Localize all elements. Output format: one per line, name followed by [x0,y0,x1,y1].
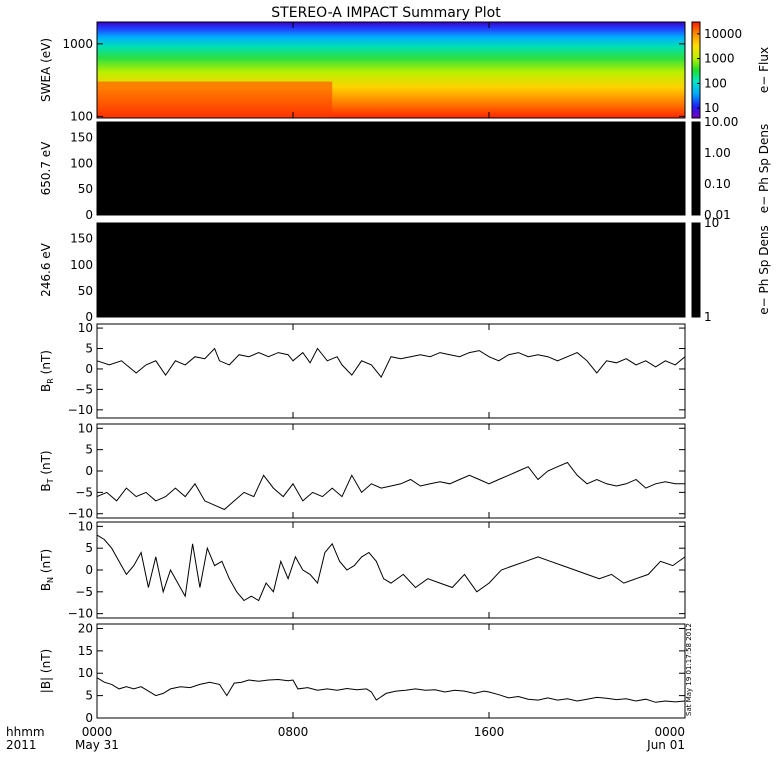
colorbar-tick-label: 10000 [704,27,742,41]
y-axis-label: 650.7 eV [39,141,53,196]
y-tick-label: 5 [85,541,93,555]
y-axis-label: SWEA (eV) [39,38,53,102]
colorbar-tick-label: 100 [704,76,727,90]
y-tick-label: 10 [78,321,93,335]
y-tick-label: 150 [70,232,93,246]
y-tick-label: 15 [78,644,93,658]
y-tick-label: 20 [78,621,93,635]
pad-spectrogram-pad_650 [97,122,685,215]
y-tick-label: −10 [68,507,93,521]
y-axis-label: BT (nT) [39,450,55,491]
x-tick-label: 0000 [654,725,685,739]
y-tick-label: −10 [68,403,93,417]
y-tick-label: 5 [85,689,93,703]
y-tick-label: 1000 [62,37,93,51]
panel-pad_246: 0 50 100 150 246.6 eV 1 10 e− Ph Sp Dens [39,216,771,324]
y-tick-label: −5 [75,485,93,499]
colorbar-label: e− Ph Sp Dens [757,124,771,213]
x-tick-label: 1600 [474,725,505,739]
panel-frame [96,323,686,419]
y-tick-label: 50 [78,182,93,196]
y-axis-label: 246.6 eV [39,242,53,297]
colorbar-tick-label: 0.01 [704,208,731,222]
x-tick-date-label: Jun 01 [646,738,685,752]
y-tick-label: −5 [75,585,93,599]
y-axis-label: |B| (nT) [39,649,53,693]
pad-spectrogram-pad_246 [97,223,685,317]
y-tick-label: −10 [68,607,93,621]
colorbar-tick-label: 1.00 [704,146,731,160]
panel-swea: 100 1000 SWEA (eV) 10 100 1000 10000 e− Flux [39,21,771,123]
x-tick-label: 0800 [278,725,309,739]
panel-frame [96,521,686,619]
panel-bmag: 0 5 10 15 20 |B| (nT) [39,621,686,725]
colorbar-label: e− Ph Sp Dens [757,225,771,314]
colorbar-swea [691,21,701,119]
panel-br: −10 −5 0 5 10 BR (nT) [39,321,686,419]
y-tick-label: 150 [70,131,93,145]
panel-frame [96,121,686,216]
x-tick-date-label: May 31 [75,738,119,752]
colorbar-tick-label: 10 [704,216,719,230]
colorbar-pad_650 [691,121,701,216]
panel-frame [96,21,686,119]
y-tick-label: 0 [85,362,93,376]
y-tick-label: 10 [78,666,93,680]
y-tick-label: 0 [85,563,93,577]
colorbar-pad_246 [691,222,701,318]
y-tick-label: 100 [70,156,93,170]
colorbar-tick-label: 1000 [704,52,735,66]
y-tick-label: 5 [85,342,93,356]
y-tick-label: 100 [70,109,93,123]
colorbar-tick-label: 0.10 [704,177,731,191]
colorbar-tick-label: 10.00 [704,115,738,129]
x-tick-label: 0000 [82,725,113,739]
x-axis-format-label: hhmm [6,725,45,739]
y-tick-label: −5 [75,382,93,396]
panel-bt: −10 −5 0 5 10 BT (nT) [39,421,686,521]
colorbar-tick-label: 10 [704,101,719,115]
y-tick-label: 100 [70,258,93,272]
panel-bn: −10 −5 0 5 10 BN (nT) [39,519,686,621]
x-axis-year-label: 2011 [6,738,37,752]
colorbar-label: e− Flux [757,47,771,93]
plot-title: STEREO-A IMPACT Summary Plot [271,5,501,21]
y-axis-label: BN (nT) [39,549,55,591]
y-tick-label: 0 [85,464,93,478]
y-tick-label: 10 [78,421,93,435]
panel-frame [96,423,686,519]
series-line-bmag [96,677,686,703]
swea-high-flux-region [97,81,333,118]
y-tick-label: 10 [78,519,93,533]
panel-pad_650: 0 50 100 150 650.7 eV 0.01 0.10 1.00 10.00 e− Ph … [39,115,771,222]
timestamp-label: Sat May 19 01:17:58 2012 [685,623,693,716]
y-tick-label: 0 [85,310,93,324]
series-line-bn [96,534,686,602]
panel-frame [96,222,686,318]
y-tick-label: 0 [85,711,93,725]
colorbar-tick-label: 1 [704,310,712,324]
y-axis-label: BR (nT) [39,350,55,392]
series-line-br [96,347,686,379]
panel-frame [96,623,686,719]
series-line-bt [96,461,685,511]
y-tick-label: 50 [78,284,93,298]
y-tick-label: 5 [85,443,93,457]
y-tick-label: 0 [85,208,93,222]
